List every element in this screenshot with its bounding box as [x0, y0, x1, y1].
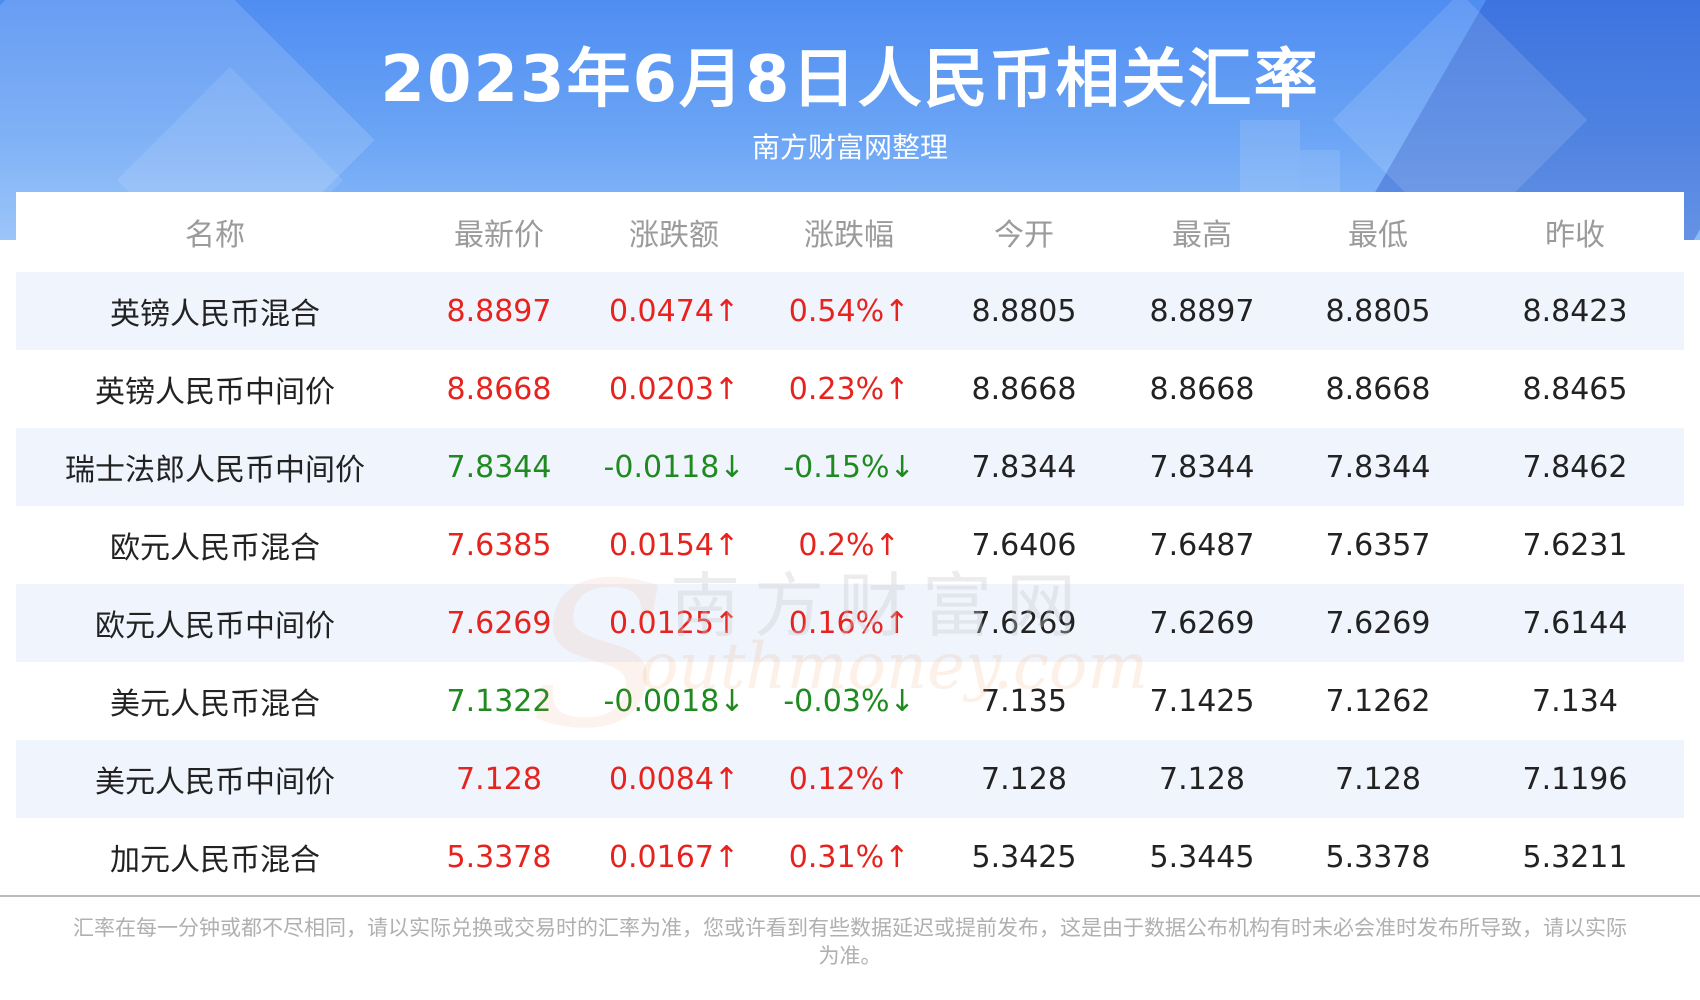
table-row: 欧元人民币混合 7.6385 0.0154↑ 0.2%↑ 7.6406 7.6487 7.6…: [16, 506, 1684, 584]
cell-high: 7.1425: [1114, 662, 1290, 740]
cell-change: 0.0125↑: [584, 584, 764, 662]
disclaimer-text: 汇率在每一分钟或都不尽相同，请以实际兑换或交易时的汇率为准，您或许看到有些数据延…: [73, 916, 1627, 968]
cell-latest: 8.8897: [414, 272, 584, 350]
col-header-latest: 最新价: [414, 192, 584, 272]
cell-open: 5.3425: [934, 818, 1114, 896]
cell-change: -0.0018↓: [584, 662, 764, 740]
cell-change: 0.0154↑: [584, 506, 764, 584]
cell-pct: 0.16%↑: [764, 584, 934, 662]
cell-prev: 7.1196: [1466, 740, 1684, 818]
table-row: 美元人民币混合 7.1322 -0.0018↓ -0.03%↓ 7.135 7.1425 7…: [16, 662, 1684, 740]
cell-change: 0.0167↑: [584, 818, 764, 896]
cell-prev: 7.6231: [1466, 506, 1684, 584]
cell-open: 7.135: [934, 662, 1114, 740]
cell-prev: 8.8465: [1466, 350, 1684, 428]
cell-latest: 7.8344: [414, 428, 584, 506]
cell-open: 8.8668: [934, 350, 1114, 428]
cell-change: 0.0203↑: [584, 350, 764, 428]
cell-high: 8.8897: [1114, 272, 1290, 350]
cell-name: 欧元人民币中间价: [16, 584, 414, 662]
col-header-prev: 昨收: [1466, 192, 1684, 272]
cell-high: 5.3445: [1114, 818, 1290, 896]
cell-latest: 8.8668: [414, 350, 584, 428]
cell-prev: 7.6144: [1466, 584, 1684, 662]
col-header-open: 今开: [934, 192, 1114, 272]
cell-low: 7.128: [1290, 740, 1466, 818]
cell-open: 7.6269: [934, 584, 1114, 662]
cell-latest: 7.6269: [414, 584, 584, 662]
cell-name: 美元人民币中间价: [16, 740, 414, 818]
page-title: 2023年6月8日人民币相关汇率: [380, 43, 1320, 117]
cell-prev: 5.3211: [1466, 818, 1684, 896]
cell-prev: 7.8462: [1466, 428, 1684, 506]
cell-name: 欧元人民币混合: [16, 506, 414, 584]
cell-latest: 7.128: [414, 740, 584, 818]
cell-latest: 7.6385: [414, 506, 584, 584]
cell-high: 8.8668: [1114, 350, 1290, 428]
cell-prev: 7.134: [1466, 662, 1684, 740]
cell-high: 7.8344: [1114, 428, 1290, 506]
cell-change: 0.0474↑: [584, 272, 764, 350]
cell-high: 7.6269: [1114, 584, 1290, 662]
exchange-rate-table: 名称 最新价 涨跌额 涨跌幅 今开 最高 最低 昨收 英镑人民币混合 8.8897…: [16, 192, 1684, 896]
table-row: 美元人民币中间价 7.128 0.0084↑ 0.12%↑ 7.128 7.128 7.12…: [16, 740, 1684, 818]
cell-prev: 8.8423: [1466, 272, 1684, 350]
cell-name: 美元人民币混合: [16, 662, 414, 740]
cell-latest: 7.1322: [414, 662, 584, 740]
table-row: 加元人民币混合 5.3378 0.0167↑ 0.31%↑ 5.3425 5.3445 5.…: [16, 818, 1684, 896]
cell-open: 7.8344: [934, 428, 1114, 506]
cell-low: 7.1262: [1290, 662, 1466, 740]
cell-open: 7.6406: [934, 506, 1114, 584]
cell-change: 0.0084↑: [584, 740, 764, 818]
col-header-pct: 涨跌幅: [764, 192, 934, 272]
cell-pct: 0.31%↑: [764, 818, 934, 896]
cell-open: 7.128: [934, 740, 1114, 818]
cell-pct: 0.23%↑: [764, 350, 934, 428]
table-row: 英镑人民币中间价 8.8668 0.0203↑ 0.23%↑ 8.8668 8.8668 8…: [16, 350, 1684, 428]
cell-high: 7.6487: [1114, 506, 1290, 584]
cell-pct: -0.03%↓: [764, 662, 934, 740]
cell-low: 5.3378: [1290, 818, 1466, 896]
col-header-high: 最高: [1114, 192, 1290, 272]
cell-pct: 0.12%↑: [764, 740, 934, 818]
cell-low: 7.6357: [1290, 506, 1466, 584]
cell-pct: -0.15%↓: [764, 428, 934, 506]
cell-name: 加元人民币混合: [16, 818, 414, 896]
cell-change: -0.0118↓: [584, 428, 764, 506]
footer-divider: [0, 895, 1700, 897]
page-subtitle: 南方财富网整理: [751, 131, 948, 164]
col-header-low: 最低: [1290, 192, 1466, 272]
cell-pct: 0.54%↑: [764, 272, 934, 350]
cell-open: 8.8805: [934, 272, 1114, 350]
cell-low: 8.8668: [1290, 350, 1466, 428]
cell-high: 7.128: [1114, 740, 1290, 818]
table-row: 英镑人民币混合 8.8897 0.0474↑ 0.54%↑ 8.8805 8.8897 8.…: [16, 272, 1684, 350]
cell-name: 瑞士法郎人民币中间价: [16, 428, 414, 506]
col-header-change: 涨跌额: [584, 192, 764, 272]
table-row: 瑞士法郎人民币中间价 7.8344 -0.0118↓ -0.15%↓ 7.8344 7.8…: [16, 428, 1684, 506]
cell-low: 8.8805: [1290, 272, 1466, 350]
col-header-name: 名称: [16, 192, 414, 272]
cell-low: 7.6269: [1290, 584, 1466, 662]
cell-latest: 5.3378: [414, 818, 584, 896]
table-header-row: 名称 最新价 涨跌额 涨跌幅 今开 最高 最低 昨收: [16, 192, 1684, 272]
cell-name: 英镑人民币混合: [16, 272, 414, 350]
table-row: 欧元人民币中间价 7.6269 0.0125↑ 0.16%↑ 7.6269 7.6269 7…: [16, 584, 1684, 662]
cell-low: 7.8344: [1290, 428, 1466, 506]
cell-pct: 0.2%↑: [764, 506, 934, 584]
cell-name: 英镑人民币中间价: [16, 350, 414, 428]
